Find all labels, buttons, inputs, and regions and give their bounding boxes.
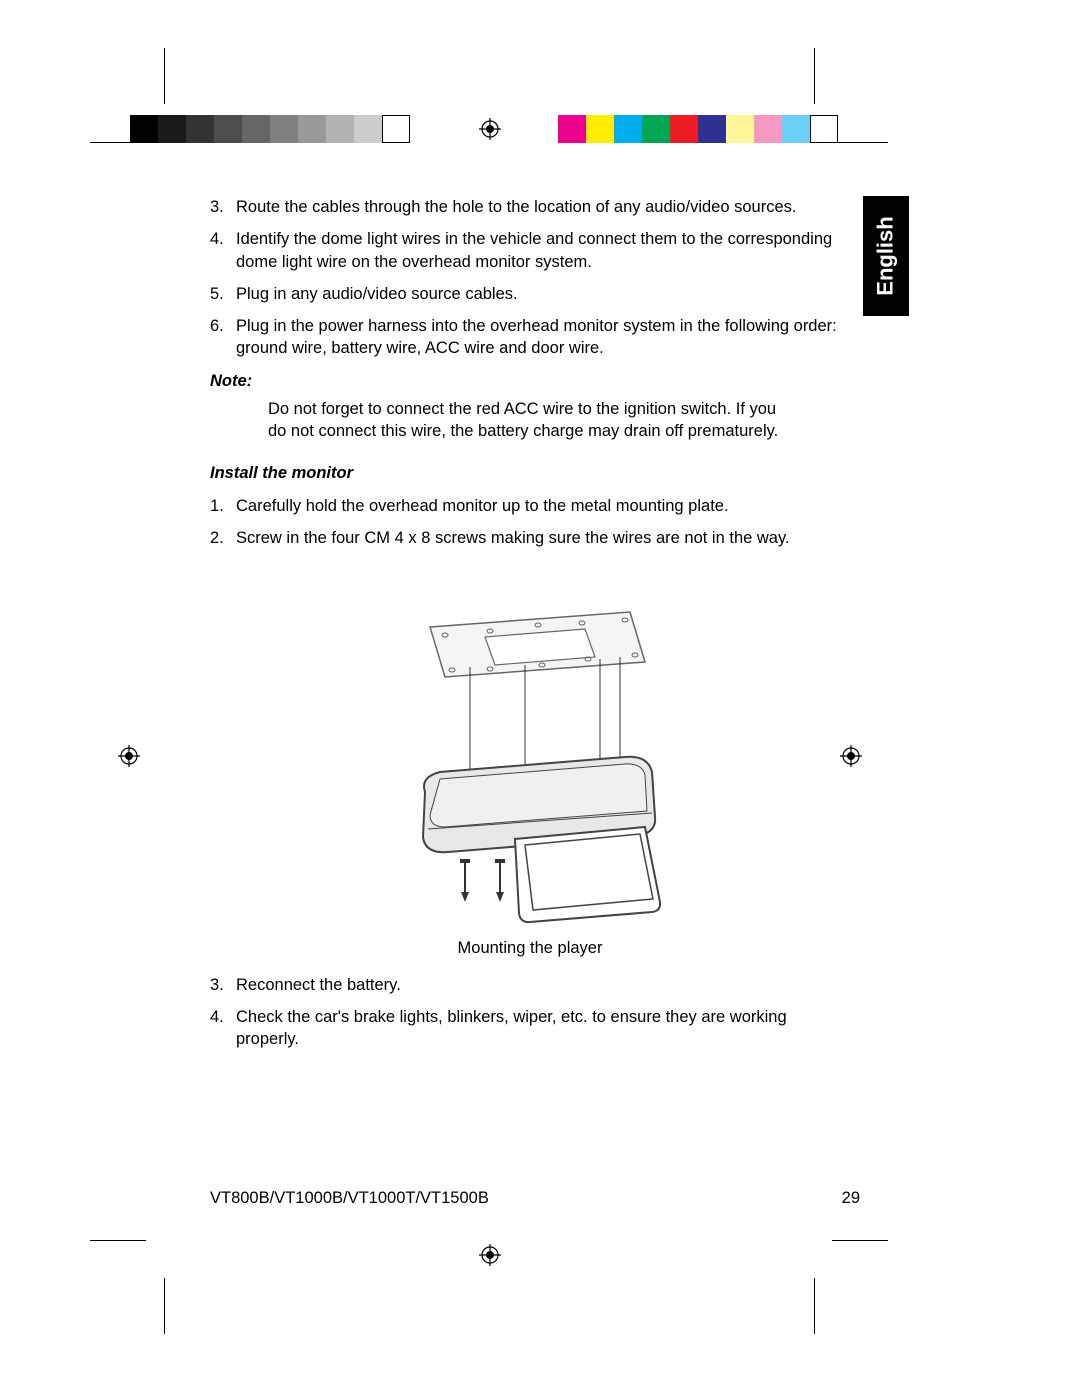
language-tab: English bbox=[863, 196, 909, 316]
color-swatch bbox=[726, 115, 754, 143]
list-item: 4.Identify the dome light wires in the v… bbox=[210, 228, 850, 273]
list-item-text: Route the cables through the hole to the… bbox=[236, 196, 850, 218]
list-item: 2.Screw in the four CM 4 x 8 screws maki… bbox=[210, 527, 850, 549]
color-swatch bbox=[698, 115, 726, 143]
list-item-text: Carefully hold the overhead monitor up t… bbox=[236, 495, 850, 517]
list-item: 5.Plug in any audio/video source cables. bbox=[210, 283, 850, 305]
crop-mark bbox=[164, 48, 165, 104]
color-swatch bbox=[354, 115, 382, 143]
content-area: 3.Route the cables through the hole to t… bbox=[210, 196, 850, 1061]
registration-mark-icon bbox=[118, 745, 140, 767]
color-swatch bbox=[242, 115, 270, 143]
footer: VT800B/VT1000B/VT1000T/VT1500B 29 bbox=[210, 1189, 860, 1208]
crop-mark bbox=[164, 1278, 165, 1334]
footer-model: VT800B/VT1000B/VT1000T/VT1500B bbox=[210, 1189, 489, 1208]
color-swatch bbox=[782, 115, 810, 143]
figure-caption: Mounting the player bbox=[210, 937, 850, 959]
color-swatch bbox=[614, 115, 642, 143]
instruction-list-c: 3.Reconnect the battery.4.Check the car'… bbox=[210, 974, 850, 1051]
figure: Mounting the player bbox=[210, 567, 850, 960]
language-tab-label: English bbox=[873, 216, 899, 295]
page: English 3.Route the cables through the h… bbox=[0, 0, 1080, 1397]
color-swatch bbox=[586, 115, 614, 143]
registration-mark-icon bbox=[479, 1244, 501, 1266]
crop-mark bbox=[832, 142, 888, 143]
color-swatch bbox=[382, 115, 410, 143]
color-swatch bbox=[186, 115, 214, 143]
list-item-number: 3. bbox=[210, 974, 236, 996]
color-swatch bbox=[642, 115, 670, 143]
grayscale-colorbar bbox=[130, 115, 410, 143]
color-colorbar bbox=[558, 115, 838, 143]
list-item-number: 2. bbox=[210, 527, 236, 549]
crop-mark bbox=[814, 1278, 815, 1334]
list-item-number: 5. bbox=[210, 283, 236, 305]
list-item-text: Identify the dome light wires in the veh… bbox=[236, 228, 850, 273]
color-swatch bbox=[754, 115, 782, 143]
note-body: Do not forget to connect the red ACC wir… bbox=[268, 398, 788, 443]
instruction-list-a: 3.Route the cables through the hole to t… bbox=[210, 196, 850, 360]
list-item: 4.Check the car's brake lights, blinkers… bbox=[210, 1006, 850, 1051]
list-item: 1.Carefully hold the overhead monitor up… bbox=[210, 495, 850, 517]
instruction-list-b: 1.Carefully hold the overhead monitor up… bbox=[210, 495, 850, 550]
crop-mark bbox=[90, 1240, 146, 1241]
list-item-text: Plug in any audio/video source cables. bbox=[236, 283, 850, 305]
list-item: 6.Plug in the power harness into the ove… bbox=[210, 315, 850, 360]
list-item: 3.Reconnect the battery. bbox=[210, 974, 850, 996]
color-swatch bbox=[298, 115, 326, 143]
section-heading: Install the monitor bbox=[210, 462, 850, 484]
list-item: 3.Route the cables through the hole to t… bbox=[210, 196, 850, 218]
color-swatch bbox=[670, 115, 698, 143]
footer-page-number: 29 bbox=[842, 1189, 860, 1208]
list-item-number: 4. bbox=[210, 228, 236, 273]
list-item-text: Screw in the four CM 4 x 8 screws making… bbox=[236, 527, 850, 549]
list-item-number: 4. bbox=[210, 1006, 236, 1051]
color-swatch bbox=[558, 115, 586, 143]
color-swatch bbox=[326, 115, 354, 143]
registration-mark-icon bbox=[479, 118, 501, 140]
color-swatch bbox=[158, 115, 186, 143]
color-swatch bbox=[214, 115, 242, 143]
crop-mark bbox=[814, 48, 815, 104]
list-item-text: Reconnect the battery. bbox=[236, 974, 850, 996]
list-item-number: 3. bbox=[210, 196, 236, 218]
list-item-number: 6. bbox=[210, 315, 236, 360]
color-swatch bbox=[810, 115, 838, 143]
color-swatch bbox=[270, 115, 298, 143]
mounting-diagram-icon bbox=[370, 567, 690, 927]
list-item-text: Check the car's brake lights, blinkers, … bbox=[236, 1006, 850, 1051]
color-swatch bbox=[130, 115, 158, 143]
note-label: Note: bbox=[210, 370, 850, 392]
list-item-number: 1. bbox=[210, 495, 236, 517]
list-item-text: Plug in the power harness into the overh… bbox=[236, 315, 850, 360]
crop-mark bbox=[832, 1240, 888, 1241]
